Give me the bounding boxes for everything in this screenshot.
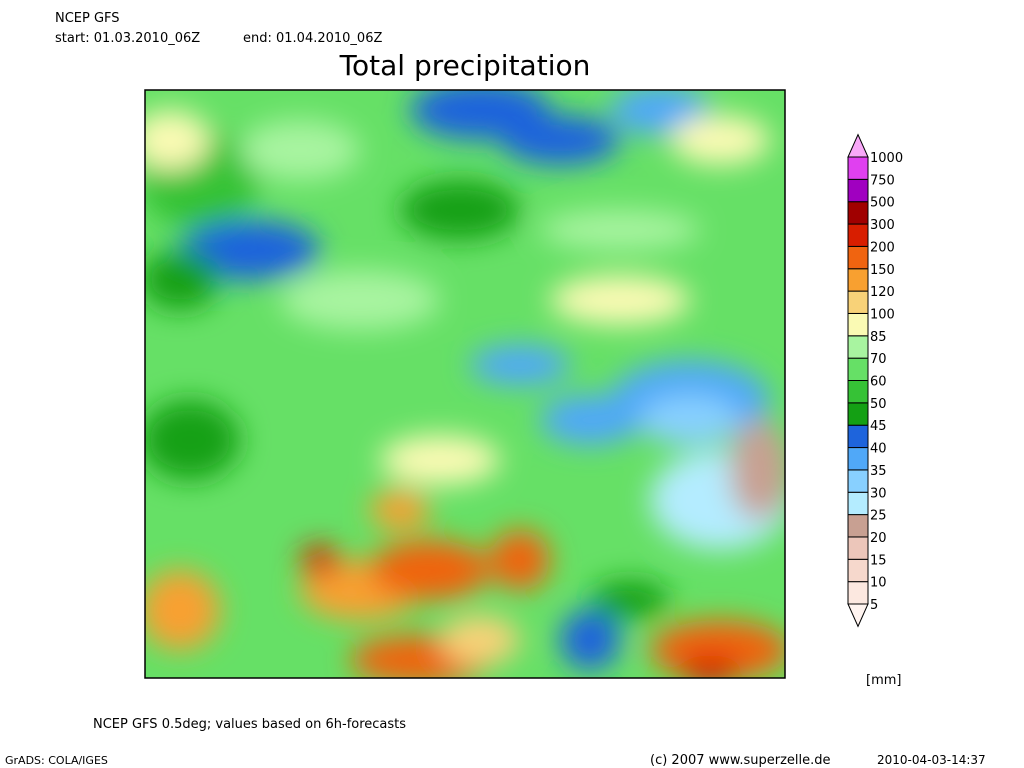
legend-triangle: [847, 133, 869, 158]
legend-swatch: [847, 380, 869, 404]
legend-label: 40: [870, 442, 887, 457]
legend-label: 100: [870, 307, 895, 322]
precip-map: [145, 90, 785, 678]
legend-swatch: [847, 245, 869, 270]
legend-swatch: [847, 290, 869, 314]
title: Total precipitation: [339, 49, 591, 82]
timestamp: 2010-04-03-14:37: [877, 753, 986, 767]
end-time: end: 01.04.2010_06Z: [243, 31, 382, 46]
legend-swatch: [847, 312, 869, 337]
legend-label: 60: [870, 375, 887, 390]
legend-label: 5: [870, 598, 878, 613]
legend-label: 500: [870, 196, 895, 211]
legend-triangle: [847, 603, 869, 628]
legend-label: 10: [870, 576, 887, 591]
legend-swatch: [847, 335, 869, 359]
legend-label: 50: [870, 397, 887, 412]
legend-label: 200: [870, 240, 895, 255]
unit-label: [mm]: [866, 673, 901, 688]
legend-swatch: [847, 424, 869, 449]
software-credit: GrADS: COLA/IGES: [5, 754, 108, 767]
legend-label: 45: [870, 419, 887, 434]
legend-swatch: [847, 514, 869, 538]
legend-swatch: [847, 223, 869, 247]
legend-label: 15: [870, 553, 887, 568]
color-legend: 5 10 15 20 25 30 35 40 45 50 60 70 85 100 120 150 200 300…: [847, 133, 903, 628]
legend-swatch: [847, 268, 869, 292]
legend-swatch: [847, 536, 869, 560]
legend-swatch: [847, 491, 869, 516]
map-frame: [144, 89, 786, 679]
legend-swatch: [847, 402, 869, 426]
legend-swatch: [847, 178, 869, 203]
legend-swatch: [847, 357, 869, 381]
legend-label: 20: [870, 531, 887, 546]
legend-label: 35: [870, 464, 887, 479]
legend-swatch: [847, 447, 869, 471]
legend-swatch: [847, 558, 869, 583]
legend-label: 1000: [870, 151, 903, 166]
legend-swatch: [847, 469, 869, 493]
copyright: (c) 2007 www.superzelle.de: [650, 753, 831, 768]
legend-label: 750: [870, 173, 895, 188]
legend-swatch: [847, 581, 869, 605]
legend-label: 300: [870, 218, 895, 233]
legend-label: 30: [870, 486, 887, 501]
legend-label: 70: [870, 352, 887, 367]
legend-label: 85: [870, 330, 887, 345]
start-time: start: 01.03.2010_06Z: [55, 31, 200, 46]
legend-label: 150: [870, 263, 895, 278]
model-name: NCEP GFS: [55, 11, 120, 26]
legend-label: 120: [870, 285, 895, 300]
footer-note: NCEP GFS 0.5deg; values based on 6h-fore…: [93, 717, 406, 732]
legend-swatch: [847, 201, 869, 225]
legend-label: 25: [870, 509, 887, 524]
legend-swatch: [847, 156, 869, 180]
